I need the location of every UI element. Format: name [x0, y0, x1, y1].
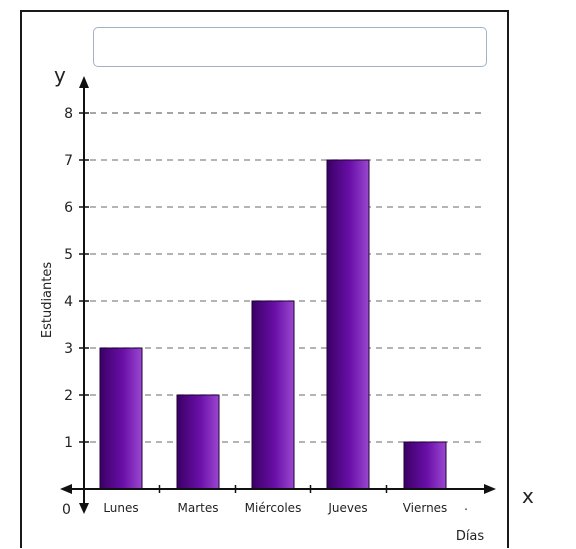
- x-tick-label: Martes: [178, 501, 219, 515]
- y-tick-label: 3: [64, 341, 73, 357]
- bar-jueves: [326, 159, 370, 490]
- labels: y x 0 Estudiantes Días . 1 2 3 4 5 6 7 8 Lunes Ma…: [40, 63, 534, 544]
- y-axis-arrow-up: [79, 76, 89, 88]
- origin-label: 0: [62, 502, 71, 518]
- y-axis-arrow-down: [79, 503, 89, 514]
- x-axis-arrow-left: [60, 484, 72, 494]
- y-tick-label: 4: [64, 294, 73, 310]
- bar-miércoles: [251, 300, 295, 490]
- y-tick-label: 7: [64, 153, 73, 169]
- chart-frame: [20, 10, 509, 548]
- x-axis-arrow-right: [484, 484, 496, 494]
- y-tick-label: 2: [64, 388, 73, 404]
- bar-martes: [176, 394, 220, 490]
- bar-lunes: [99, 347, 143, 490]
- y-tick-label: 5: [64, 247, 73, 263]
- y-axis-letter: y: [54, 63, 66, 87]
- y-tick-label: 8: [64, 106, 73, 122]
- x-tick-label: Jueves: [327, 501, 367, 515]
- y-tick-label: 6: [64, 200, 73, 216]
- x-tick-label: Miércoles: [245, 501, 302, 515]
- x-axis-title: Días: [456, 529, 485, 544]
- y-axis-title: Estudiantes: [40, 262, 55, 338]
- x-axis-letter: x: [522, 484, 534, 508]
- axes: [60, 76, 496, 514]
- x-tick-label: Viernes: [403, 501, 448, 515]
- bars: [99, 159, 447, 490]
- x-axis-dot: .: [464, 499, 468, 513]
- bar-viernes: [403, 441, 447, 490]
- y-tick-label: 1: [64, 435, 73, 451]
- chart-title-input[interactable]: [93, 27, 487, 67]
- x-tick-label: Lunes: [103, 501, 138, 515]
